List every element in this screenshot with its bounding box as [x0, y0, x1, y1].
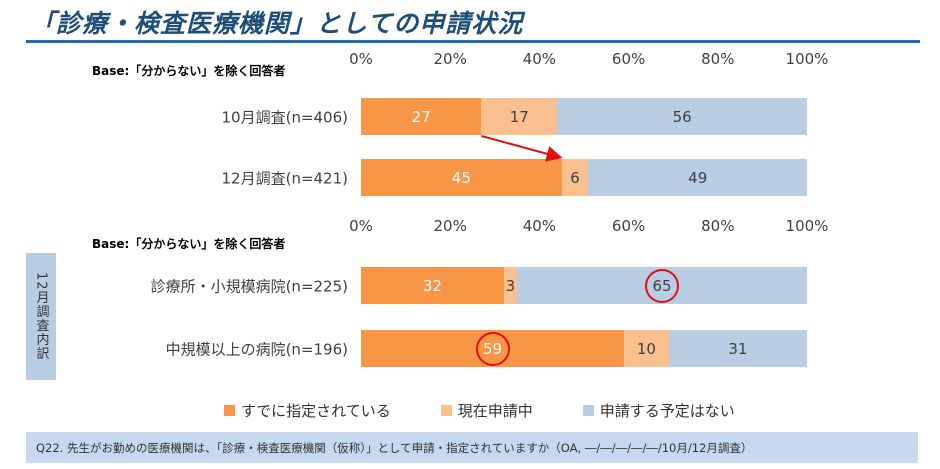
bar-segment: 56: [557, 98, 807, 135]
base-label-1: Base:「分からない」を除く回答者: [92, 64, 286, 78]
category-label: 10月調査(n=406): [221, 108, 349, 126]
bar-segment: 17: [481, 98, 558, 135]
x-tick-label: 80%: [701, 217, 735, 235]
data-label: 56: [672, 107, 692, 126]
page-title: 「診療・検査医療機関」としての申請状況: [30, 9, 524, 38]
question-footer: Q22. 先生がお勤めの医療機関は、「診療・検査医療機関（仮称）」として申請・指…: [26, 432, 918, 463]
x-tick-label: 80%: [701, 50, 735, 68]
side-label: 12月調査内訳: [26, 253, 56, 380]
legend-label: すでに指定されている: [241, 402, 391, 420]
data-label: 31: [728, 339, 748, 358]
legend-item-applying: 現在申請中: [440, 400, 533, 421]
data-label: 27: [411, 107, 431, 126]
category-label: 12月調査(n=421): [221, 169, 349, 187]
data-label: 32: [422, 276, 442, 295]
legend-label: 申請する予定はない: [599, 402, 735, 420]
bar-segment: 27: [361, 98, 482, 135]
legend-item-not-planned: 申請する予定はない: [582, 400, 735, 421]
x-tick-label: 0%: [349, 50, 373, 68]
highlight-circle: [475, 331, 510, 366]
x-tick-label: 40%: [522, 50, 557, 68]
category-label: 中規模以上の病院(n=196): [165, 340, 348, 358]
bar-segment: 6: [561, 159, 589, 196]
data-label: 10: [636, 339, 656, 358]
bar-segment: 45: [361, 159, 562, 196]
x-tick-label: 20%: [433, 217, 467, 235]
title-rule: [26, 40, 920, 43]
legend-item-designated: すでに指定されている: [224, 400, 391, 421]
data-label: 49: [688, 168, 708, 187]
x-tick-label: 20%: [433, 50, 467, 68]
highlight-circle: [645, 268, 680, 303]
data-label: 17: [509, 107, 529, 126]
base-label-2: Base:「分からない」を除く回答者: [92, 237, 286, 251]
x-tick-label: 40%: [522, 217, 557, 235]
legend: すでに指定されている 現在申請中 申請する予定はない: [224, 400, 735, 421]
x-tick-label: 60%: [611, 217, 646, 235]
x-tick-label: 100%: [785, 217, 829, 235]
x-tick-label: 100%: [785, 50, 829, 68]
x-tick-label: 0%: [349, 217, 373, 235]
bar-segment: 49: [588, 159, 807, 196]
data-label: 6: [570, 168, 580, 187]
bar-segment: 31: [668, 330, 807, 367]
x-tick-label: 60%: [611, 50, 646, 68]
legend-label: 現在申請中: [457, 402, 533, 420]
category-label: 診療所・小規模病院(n=225): [150, 277, 348, 295]
bar-segment: 3: [503, 267, 518, 304]
bar-segment: 10: [624, 330, 669, 367]
data-label: 45: [451, 168, 471, 187]
data-label: 3: [505, 276, 516, 295]
bar-segment: 32: [361, 267, 504, 304]
